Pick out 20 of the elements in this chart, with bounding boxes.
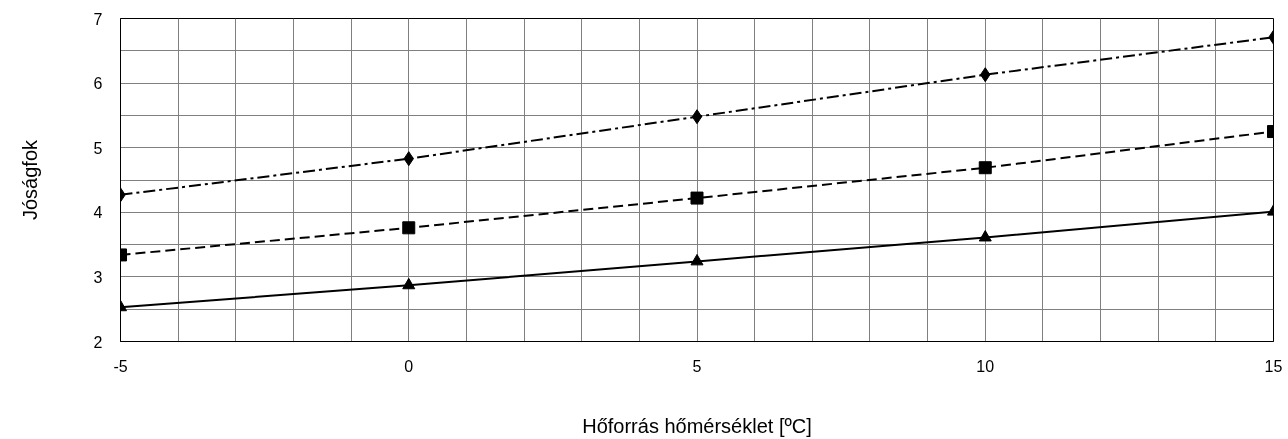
y-tick-label: 5 (93, 139, 103, 157)
y-tick-label: 6 (93, 75, 103, 93)
point (402, 277, 416, 290)
point (690, 191, 704, 205)
y-axis-title: Jóságfok (18, 138, 41, 221)
point (690, 253, 704, 266)
x-tick-label: 10 (976, 357, 995, 375)
x-tick-label: 15 (1264, 357, 1283, 375)
x-tick-label: -5 (113, 357, 128, 375)
y-tick-label: 3 (93, 268, 103, 286)
x-tick-label: 0 (404, 357, 414, 375)
y-tick-label: 2 (93, 333, 103, 351)
point (978, 230, 992, 242)
point (691, 109, 703, 125)
x-axis-title: Hőforrás hőmérséklet [ºC] (582, 414, 812, 437)
y-tick-label: 4 (93, 204, 103, 222)
point (402, 221, 416, 235)
point (978, 161, 992, 175)
x-tick-label: 5 (692, 357, 702, 375)
y-tick-label: 7 (93, 10, 103, 28)
